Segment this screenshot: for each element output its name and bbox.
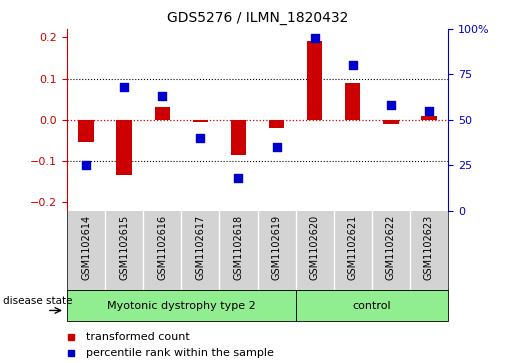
Bar (345, 83, 360, 120)
Bar (231, 120, 246, 155)
Text: GSM1102616: GSM1102616 (157, 215, 167, 280)
Text: GSM1102619: GSM1102619 (271, 215, 282, 280)
Bar (78, 120, 94, 143)
Bar (307, 41, 322, 120)
Text: GSM1102614: GSM1102614 (81, 215, 91, 280)
Point (387, 102, 395, 108)
Bar (421, 116, 437, 120)
Text: GSM1102615: GSM1102615 (119, 215, 129, 280)
Text: GSM1102620: GSM1102620 (310, 215, 320, 280)
Point (120, 84, 128, 90)
Bar (296, 290, 448, 321)
Text: disease state: disease state (3, 296, 73, 306)
Point (158, 93, 166, 99)
Point (196, 135, 204, 141)
Bar (116, 120, 132, 175)
Text: GSM1102621: GSM1102621 (348, 215, 358, 280)
Bar (193, 120, 208, 122)
Point (272, 144, 281, 150)
Text: GSM1102618: GSM1102618 (233, 215, 244, 280)
Bar (154, 107, 170, 120)
Text: percentile rank within the sample: percentile rank within the sample (86, 348, 274, 358)
Text: Myotonic dystrophy type 2: Myotonic dystrophy type 2 (107, 301, 255, 311)
Text: control: control (352, 301, 391, 311)
Text: transformed count: transformed count (86, 332, 190, 342)
Point (311, 35, 319, 41)
Text: GSM1102622: GSM1102622 (386, 215, 396, 280)
Text: GSM1102623: GSM1102623 (424, 215, 434, 280)
Point (82, 162, 90, 168)
Bar (269, 120, 284, 128)
Point (234, 175, 243, 181)
Point (425, 108, 433, 114)
Title: GDS5276 / ILMN_1820432: GDS5276 / ILMN_1820432 (167, 11, 348, 25)
Point (349, 62, 357, 68)
Bar (67, 290, 296, 321)
Text: GSM1102617: GSM1102617 (195, 215, 205, 280)
Bar (383, 120, 399, 124)
